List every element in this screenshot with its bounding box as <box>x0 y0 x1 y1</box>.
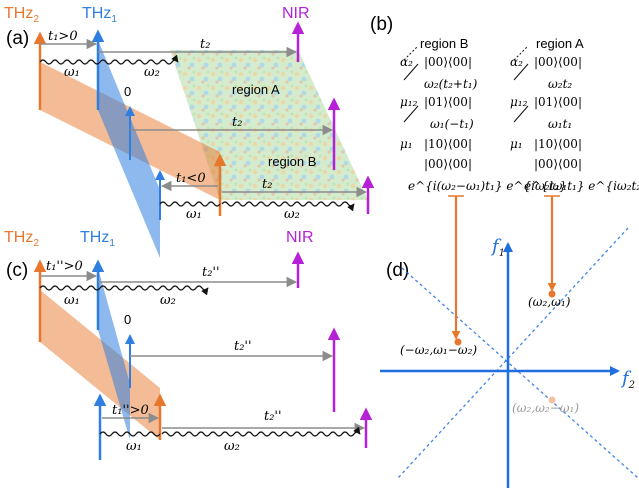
region-a-arrow-1 <box>513 45 529 61</box>
peak-ghost-dot <box>548 396 556 404</box>
region-a-arrow-3 <box>513 105 529 123</box>
f2-label: f2 <box>620 368 635 391</box>
panel-c: (c) THz2 THz1 NIR t₁''>0 t₂'' t₂'' t₁''>… <box>4 229 373 460</box>
wave-omega2-c <box>99 285 209 296</box>
t2-label-c2: t₂'' <box>234 339 252 354</box>
region-a-mu12: μ₁₂ <box>510 95 528 109</box>
t2-label-c1: t₂'' <box>202 265 220 280</box>
panel-d: (d) f1 f2 (ω₂,ω₁) (−ω₂,ω₁−ω₂) (ω₂,ω₂−ω₁) <box>380 195 639 488</box>
panel-c-tag: (c) <box>6 260 28 281</box>
omega1-label-c: ω₁ <box>64 293 80 308</box>
wave-omega1-c2 <box>99 431 161 437</box>
omega2-label-c: ω₂ <box>160 293 176 308</box>
t2-label-a3: t₂ <box>262 177 272 192</box>
region-a-title: region A <box>536 36 584 51</box>
omega2-label-a2: ω₂ <box>284 207 300 222</box>
region-b-alpha2: α₂ <box>400 55 413 69</box>
omega1-label-a: ω₁ <box>64 65 80 80</box>
thz2-label-c: THz2 <box>4 229 39 249</box>
region-b-arrow-3 <box>403 105 419 123</box>
panel-b: (b) region B α₂ |00⟩⟨00| ω₂(t₂+t₁) μ₁₂ |… <box>370 14 639 193</box>
region-b-column: region B α₂ |00⟩⟨00| ω₂(t₂+t₁) μ₁₂ |01⟩⟨… <box>400 36 567 193</box>
wave-omega1-a2 <box>159 201 221 207</box>
region-b-phase-w1: ω₁(−t₁) <box>430 117 474 131</box>
region-b-ket-00b: |00⟩⟨00| <box>424 157 472 171</box>
region-a-alpha2: α₂ <box>510 55 523 69</box>
region-b-ket-01: |01⟩⟨00| <box>424 95 472 109</box>
t2-label-a1: t₂ <box>200 37 210 52</box>
region-a-phase-w1: ω₁t₁ <box>548 117 572 131</box>
peak-b-dot <box>454 338 462 346</box>
region-a-arrow-2 <box>513 63 529 81</box>
panel-a: (a) THz2 THz1 NIR t₁>0 t₂ t₂ t₁<0 t₂ <box>4 5 375 258</box>
t1-neg-label: t₁<0 <box>176 171 206 186</box>
peak-b-label: (−ω₂,ω₁−ω₂) <box>400 343 477 357</box>
omega2-label-a: ω₂ <box>144 65 160 80</box>
region-a-ket-01: |01⟩⟨00| <box>534 95 582 109</box>
t2-label-c3: t₂'' <box>264 409 282 424</box>
peak-ghost-label: (ω₂,ω₂−ω₁) <box>512 401 579 415</box>
region-a-ket-10: |10⟩⟨00| <box>534 137 582 151</box>
panel-a-tag: (a) <box>6 28 29 49</box>
region-b-phase-w2: ω₂(t₂+t₁) <box>424 77 478 91</box>
region-a-ket-00b: |00⟩⟨00| <box>534 157 582 171</box>
region-b-label: region B <box>268 154 316 169</box>
t1-label-c2: t₁''>0 <box>112 403 149 418</box>
t1-label-c: t₁''>0 <box>46 259 83 274</box>
region-b-phase: e^{i(ω₂−ω₁)t₁} e^{iω₂t₂} <box>408 179 567 193</box>
panel-d-tag: (d) <box>386 260 409 281</box>
panel-b-tag: (b) <box>370 14 393 35</box>
region-a-label: region A <box>232 82 280 97</box>
region-a-phase: e^{iω₁t₁} e^{iω₂t₂} <box>524 179 639 193</box>
wave-omega2-a2 <box>221 201 355 212</box>
thz2-label-a: THz2 <box>4 5 39 25</box>
region-b-arrow-1 <box>403 45 419 61</box>
region-a-mu1: μ₁ <box>510 137 523 151</box>
zero-label-a: 0 <box>124 84 131 99</box>
region-b-mu1: μ₁ <box>400 137 413 151</box>
region-b-ket-00a: |00⟩⟨00| <box>424 55 472 69</box>
wave-omega2-c2 <box>161 426 361 437</box>
region-b-ket-10: |10⟩⟨00| <box>424 137 472 151</box>
nir-label-a: NIR <box>282 5 310 22</box>
diagonal-2 <box>397 227 629 479</box>
region-b-title: region B <box>420 36 468 51</box>
peak-a-label: (ω₂,ω₁) <box>528 295 571 309</box>
region-a-ket-00a: |00⟩⟨00| <box>534 55 582 69</box>
thz1-label-c: THz1 <box>80 229 115 249</box>
thz1-label-a: THz1 <box>82 5 117 25</box>
omega2-label-c2: ω₂ <box>224 439 240 454</box>
omega1-label-a2: ω₁ <box>186 207 202 222</box>
zero-label-c: 0 <box>124 312 131 327</box>
omega1-label-c2: ω₁ <box>126 439 142 454</box>
wave-omega1-a <box>39 59 101 65</box>
region-b-mu12: μ₁₂ <box>400 95 418 109</box>
t1-pos-label: t₁>0 <box>48 29 78 44</box>
wave-omega2-a <box>99 54 179 65</box>
t2-label-a2: t₂ <box>232 115 242 130</box>
peak-a-dot <box>548 290 556 298</box>
thz1-band-c <box>98 268 130 440</box>
wave-omega1-c <box>39 285 101 291</box>
region-a-phase-w2: ω₂t₂ <box>548 77 572 91</box>
region-a-column: region A α₂ |00⟩⟨00| ω₂t₂ μ₁₂ |01⟩⟨00| ω… <box>510 36 639 193</box>
diagonal-1 <box>401 267 639 479</box>
f1-label: f1 <box>490 236 505 259</box>
region-b-arrow-2 <box>403 63 419 81</box>
nir-label-c: NIR <box>286 229 314 246</box>
